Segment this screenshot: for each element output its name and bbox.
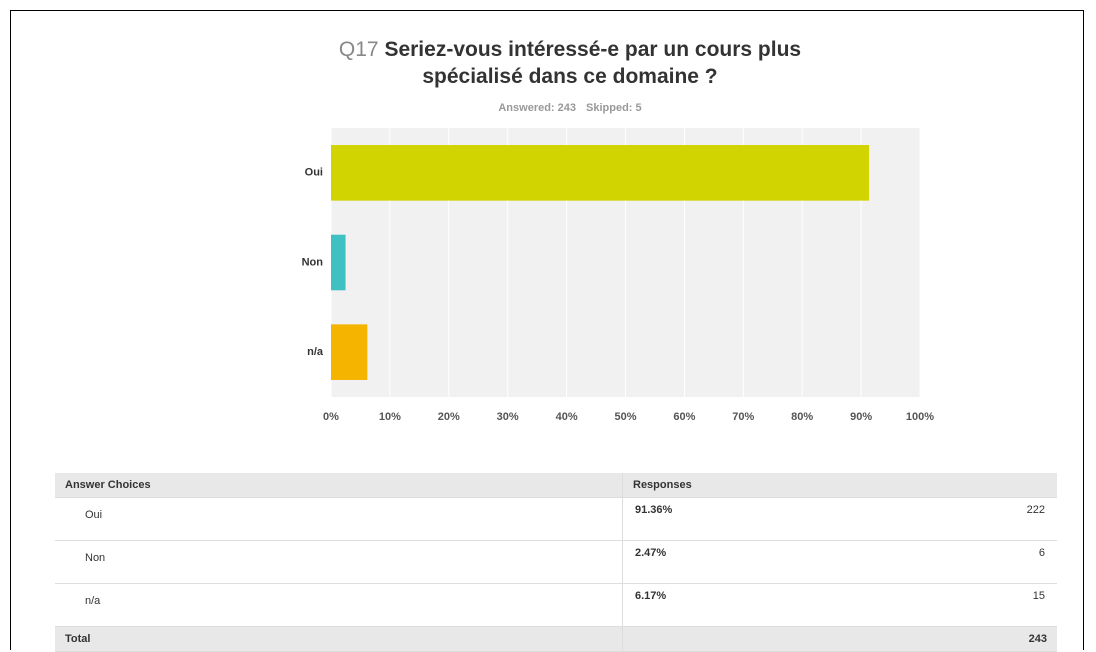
header-cell: Responses [622,473,1057,498]
table-row: Non 2.47% 6 [55,540,1057,584]
header-cell: Answer Choices [55,473,623,498]
bar [331,324,368,380]
question-number: Q17 [338,38,379,61]
count: 15 [880,583,1057,627]
choice: n/a [55,583,623,627]
x-tick-label: 20% [438,411,460,423]
x-tick-label: 40% [556,411,578,423]
x-tick-label: 70% [732,411,754,423]
table-row: Oui 91.36% 222 [55,497,1057,541]
choice: Oui [55,497,623,541]
total-label: Total [55,626,623,652]
x-tick-label: 50% [614,411,636,423]
count: 6 [880,540,1057,584]
count: 222 [880,497,1057,541]
subtitle: Answered: 243 Skipped: 5 [300,102,840,114]
y-tick-label: n/a [307,346,324,358]
skipped: Skipped: 5 [586,102,642,114]
percent: 2.47% [622,540,881,584]
results-table: Answer Choices Responses Oui 91.36% 222 Non… [55,473,1057,652]
percent: 6.17% [622,583,881,627]
page: Q17 Seriez-vous intéressé-e par un cours… [10,10,1084,652]
x-tick-label: 80% [791,411,813,423]
x-tick-label: 30% [497,411,519,423]
x-tick-label: 100% [906,411,934,423]
chart: 0% 10% 20% 30% 40% 50% 60% 70% 80% 90% 100% Oui Non n… [302,128,934,423]
x-tick-label: 10% [379,411,401,423]
y-tick-label: Non [302,256,324,268]
answered: Answered: 243 [498,102,577,114]
y-tick-label: Oui [305,167,323,179]
percent: 91.36% [622,497,881,541]
choice: Non [55,540,623,584]
bar [331,145,870,201]
total-count: 243 [622,626,1057,652]
chart-title: Q17 Seriez-vous intéressé-e par un cours… [300,36,840,90]
x-tick-label: 0% [323,411,339,423]
x-tick-label: 90% [850,411,872,423]
x-tick-label: 60% [673,411,695,423]
table-row: n/a 6.17% 15 [55,583,1057,627]
frame [10,10,1084,650]
table-total: Total 243 [55,626,1057,652]
question-text: Seriez-vous intéressé-e par un cours plu… [384,38,802,88]
bar [331,234,346,291]
table-header: Answer Choices Responses [55,473,1057,498]
